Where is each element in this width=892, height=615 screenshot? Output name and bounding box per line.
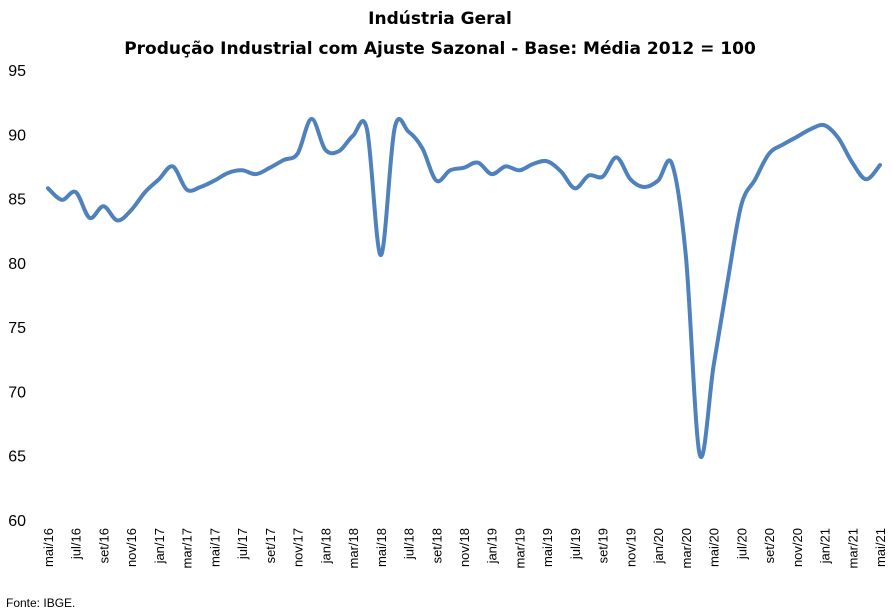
x-tick-label: jan/18 <box>318 528 333 564</box>
series-line <box>46 116 882 460</box>
y-tick-label: 80 <box>8 256 26 273</box>
y-tick-label: 85 <box>8 192 26 209</box>
x-tick-label: nov/20 <box>790 528 805 567</box>
y-tick-label: 90 <box>8 127 26 144</box>
x-tick-label: mai/18 <box>374 528 389 567</box>
x-tick-label: set/16 <box>96 528 111 563</box>
x-tick-label: nov/16 <box>124 528 139 567</box>
x-tick-label: mai/16 <box>41 528 56 567</box>
x-tick-label: jul/18 <box>402 528 417 560</box>
y-tick-label: 75 <box>8 320 26 337</box>
x-tick-label: set/19 <box>596 528 611 563</box>
x-tick-label: jul/17 <box>235 528 250 560</box>
x-tick-label: set/18 <box>429 528 444 563</box>
chart-title: Indústria Geral <box>368 9 512 29</box>
y-tick-label: 60 <box>8 513 26 530</box>
x-tick-label: mar/18 <box>346 528 361 568</box>
chart-subtitle: Produção Industrial com Ajuste Sazonal -… <box>124 39 756 59</box>
x-tick-label: jul/20 <box>734 528 749 560</box>
x-tick-label: mai/21 <box>873 528 888 567</box>
y-axis-ticks: 60 65 70 75 80 85 90 95 <box>8 63 26 530</box>
x-axis-ticks: mai/16 jul/16 set/16 nov/16 jan/17 mar/17 mai/… <box>41 528 888 568</box>
x-tick-label: set/17 <box>263 528 278 563</box>
x-tick-label: mai/17 <box>207 528 222 567</box>
x-tick-label: jan/21 <box>818 528 833 564</box>
x-tick-label: set/20 <box>762 528 777 563</box>
x-tick-label: nov/19 <box>623 528 638 567</box>
x-tick-label: mar/17 <box>180 528 195 568</box>
x-tick-label: mai/19 <box>540 528 555 567</box>
x-tick-label: mar/19 <box>512 528 527 568</box>
x-tick-label: jul/16 <box>69 528 84 560</box>
source-note: Fonte: IBGE. <box>6 596 75 610</box>
x-tick-label: jan/20 <box>651 528 666 564</box>
x-tick-label: jan/19 <box>485 528 500 564</box>
x-tick-label: nov/18 <box>457 528 472 567</box>
x-tick-label: mar/20 <box>679 528 694 568</box>
y-tick-label: 95 <box>8 63 26 80</box>
x-tick-label: jan/17 <box>152 528 167 564</box>
x-tick-label: mar/21 <box>845 528 860 568</box>
x-tick-label: jul/19 <box>568 528 583 560</box>
x-tick-label: mai/20 <box>707 528 722 567</box>
y-tick-label: 65 <box>8 449 26 466</box>
y-tick-label: 70 <box>8 384 26 401</box>
x-tick-label: nov/17 <box>291 528 306 567</box>
